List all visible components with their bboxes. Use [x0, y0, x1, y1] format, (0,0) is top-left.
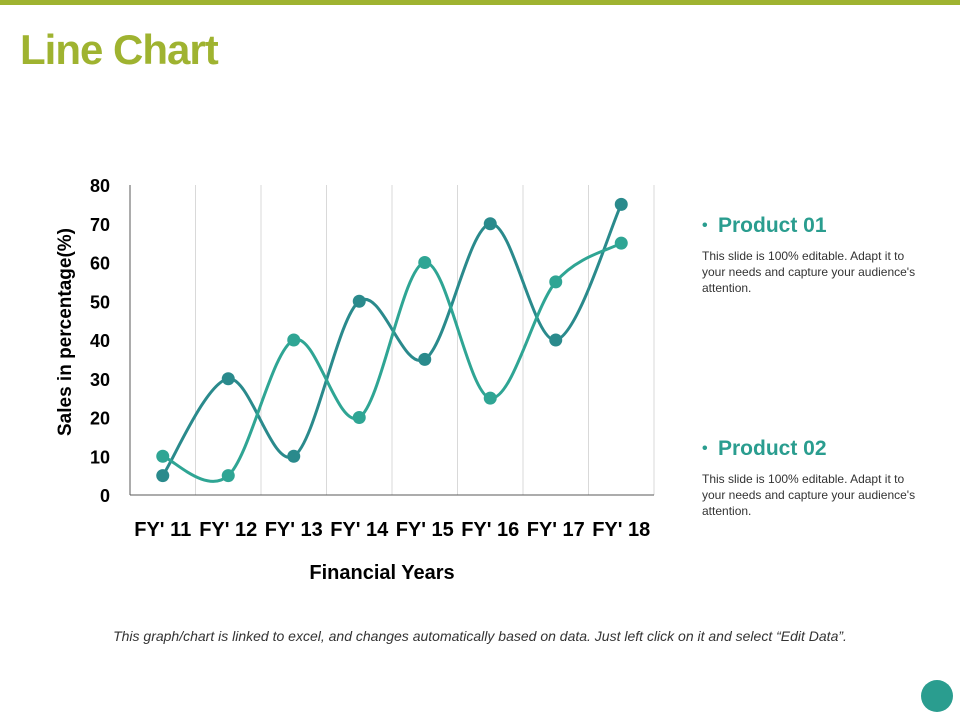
footnote: This graph/chart is linked to excel, and…: [113, 628, 847, 644]
bullet-icon: •: [702, 440, 708, 458]
data-point: [614, 236, 628, 250]
x-tick-label: FY' 12: [199, 519, 257, 541]
data-point: [221, 469, 235, 483]
slide-title: Line Chart: [20, 26, 219, 73]
legend-description: This slide is 100% editable. Adapt it to…: [702, 249, 916, 295]
x-tick-label: FY' 15: [396, 519, 454, 541]
y-tick-label: 30: [90, 370, 110, 390]
y-tick-label: 40: [90, 331, 110, 351]
y-tick-label: 20: [90, 409, 110, 429]
data-point: [483, 217, 497, 231]
x-tick-label: FY' 14: [330, 519, 389, 541]
data-point: [549, 275, 563, 289]
legend-title: • Product 02: [702, 437, 917, 461]
x-axis-title: Financial Years: [309, 562, 454, 584]
x-tick-label: FY' 16: [461, 519, 519, 541]
y-tick-label: 80: [90, 176, 110, 196]
top-accent-bar: [0, 0, 960, 5]
series-line: [162, 241, 623, 483]
y-tick-label: 10: [90, 447, 110, 467]
data-point: [287, 449, 301, 463]
legend-title-text: Product 01: [718, 214, 827, 237]
data-point: [352, 294, 366, 308]
x-tick-label: FY' 11: [134, 519, 191, 541]
data-point: [156, 469, 170, 483]
y-tick-label: 60: [90, 254, 110, 274]
y-tick-label: 70: [90, 215, 110, 235]
data-point: [483, 391, 497, 405]
data-point: [418, 256, 432, 269]
y-tick-label: 0: [100, 486, 110, 506]
y-axis-title: Sales in percentage(%): [55, 228, 76, 436]
data-point: [614, 197, 628, 211]
corner-dot: [921, 680, 953, 712]
data-point: [287, 333, 301, 347]
y-tick-label: 50: [90, 292, 110, 312]
legend-description: This slide is 100% editable. Adapt it to…: [702, 472, 916, 518]
bullet-icon: •: [702, 217, 708, 235]
data-point: [418, 352, 432, 366]
data-point: [156, 449, 170, 463]
data-point: [221, 372, 235, 386]
legend-title-text: Product 02: [718, 437, 827, 460]
legend-product-01: • Product 01 This slide is 100% editable.…: [702, 214, 917, 296]
data-point: [549, 333, 563, 347]
x-tick-label: FY' 18: [592, 519, 650, 541]
data-point: [352, 411, 366, 424]
legend-product-02: • Product 02 This slide is 100% editable.…: [702, 437, 917, 519]
legend-title: • Product 01: [702, 214, 917, 238]
x-tick-label: FY' 13: [265, 519, 323, 541]
x-tick-label: FY' 17: [527, 519, 585, 541]
